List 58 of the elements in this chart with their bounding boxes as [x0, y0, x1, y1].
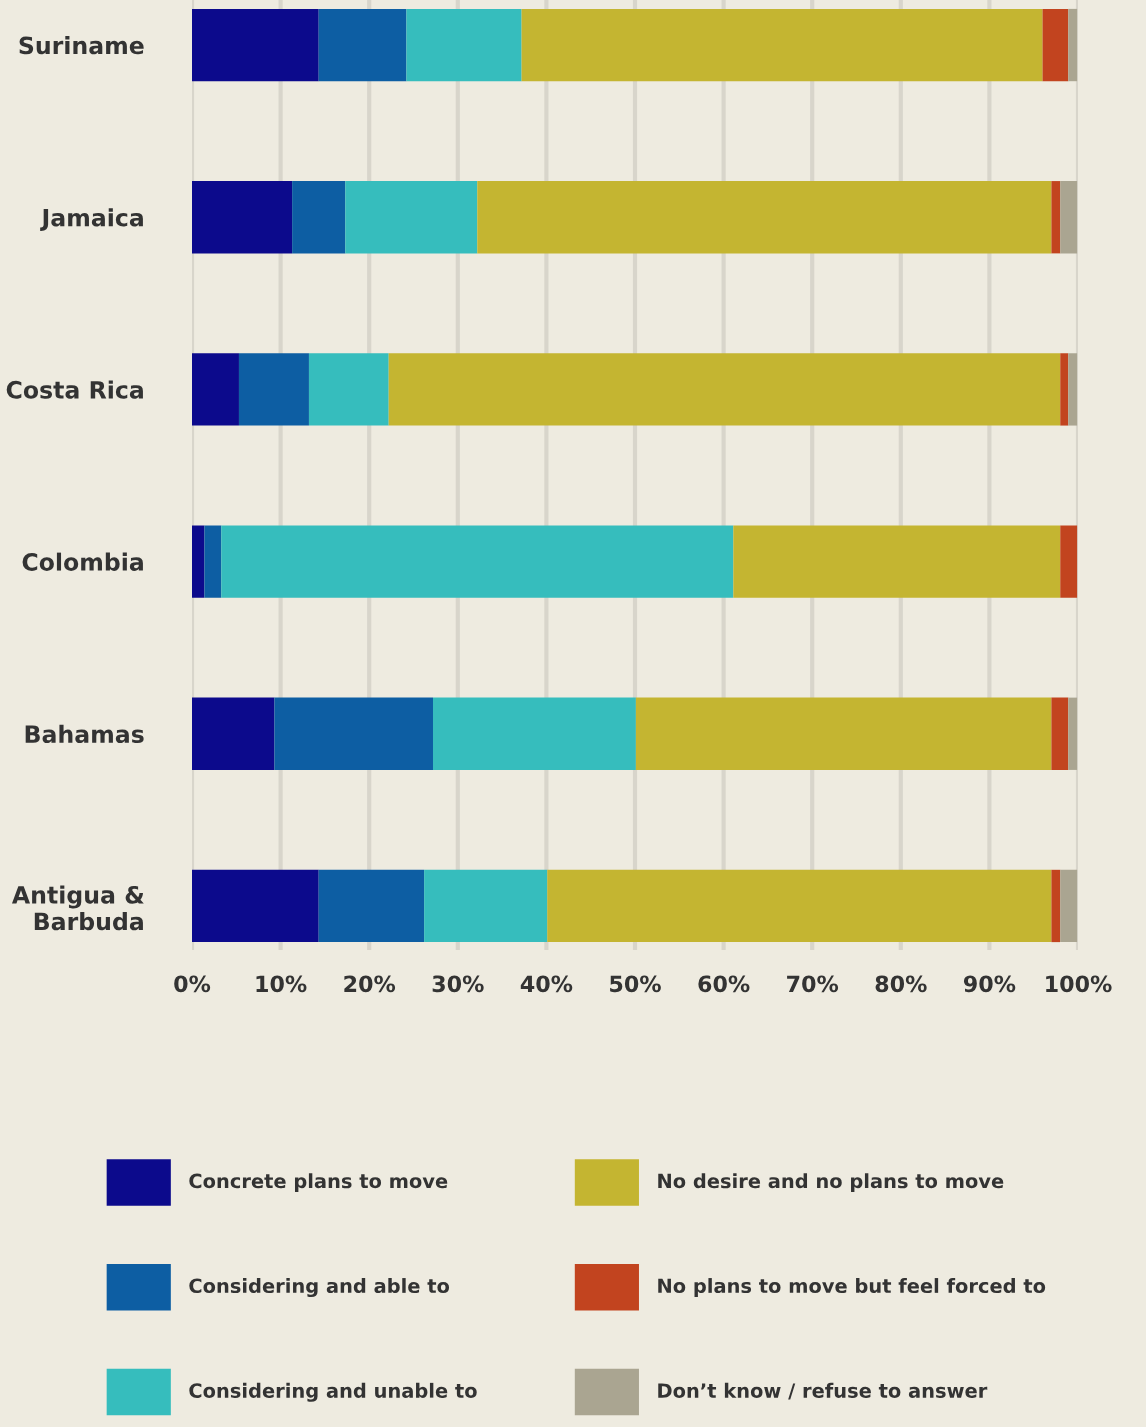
x-tick-label: 70% — [787, 975, 839, 993]
y-tick-label: Costa Rica — [6, 380, 143, 399]
bar — [424, 869, 548, 943]
bar — [1060, 181, 1078, 254]
bar — [1068, 353, 1078, 426]
bar — [192, 8, 319, 82]
y-tick-label: Suriname — [19, 36, 144, 55]
bar — [1051, 869, 1061, 943]
bar — [345, 181, 478, 254]
bar — [318, 8, 407, 82]
bar — [388, 353, 1061, 426]
legend-label: Concrete plans to move — [189, 1173, 448, 1193]
x-tick-label: 60% — [698, 975, 750, 993]
bar — [1042, 8, 1069, 82]
bar — [1060, 353, 1069, 426]
bar — [1060, 869, 1078, 943]
x-tick-label: 20% — [344, 975, 396, 993]
x-tick-label: 10% — [256, 975, 307, 993]
bar — [477, 181, 1052, 254]
x-tick-label: 50% — [610, 975, 661, 993]
y-tick-label: Antigua & Barbuda — [11, 885, 144, 931]
legend-label: No desire and no plans to move — [658, 1173, 1004, 1193]
y-tick-label: Colombia — [22, 552, 143, 571]
x-tick-label: 90% — [963, 975, 1016, 993]
bar — [192, 697, 275, 770]
bar — [406, 8, 522, 82]
bar — [521, 8, 1043, 82]
bar — [274, 697, 433, 770]
bar — [292, 181, 346, 254]
bar — [733, 525, 1061, 598]
legend-label: Don’t know / refuse to answer — [658, 1382, 988, 1400]
bar — [547, 869, 1052, 943]
y-tick-label: Bahamas — [25, 724, 144, 744]
bar — [1068, 697, 1078, 770]
bar — [308, 353, 389, 426]
bar — [635, 697, 1052, 770]
bar — [238, 353, 309, 426]
legend-label: No plans to move but feel forced to — [658, 1278, 1046, 1297]
x-tick-label: 30% — [432, 975, 484, 993]
bar — [1068, 8, 1078, 82]
legend-label: Considering and able to — [189, 1278, 450, 1298]
bar — [221, 525, 734, 598]
bar — [192, 353, 239, 426]
bar — [204, 525, 222, 598]
legend-label: Considering and unable to — [189, 1382, 477, 1402]
bar — [432, 697, 636, 770]
bar — [192, 869, 319, 943]
x-tick-label: 0% — [174, 975, 211, 993]
x-tick-label: 80% — [875, 975, 927, 993]
x-tick-label: 100% — [1046, 975, 1112, 993]
bar — [1051, 697, 1069, 770]
bar — [192, 181, 293, 254]
bar — [318, 869, 425, 943]
bar — [1060, 525, 1078, 598]
x-tick-label: 40% — [520, 975, 573, 993]
y-tick-label: Jamaica — [40, 208, 143, 231]
bar — [1051, 181, 1061, 254]
bar — [192, 525, 205, 598]
